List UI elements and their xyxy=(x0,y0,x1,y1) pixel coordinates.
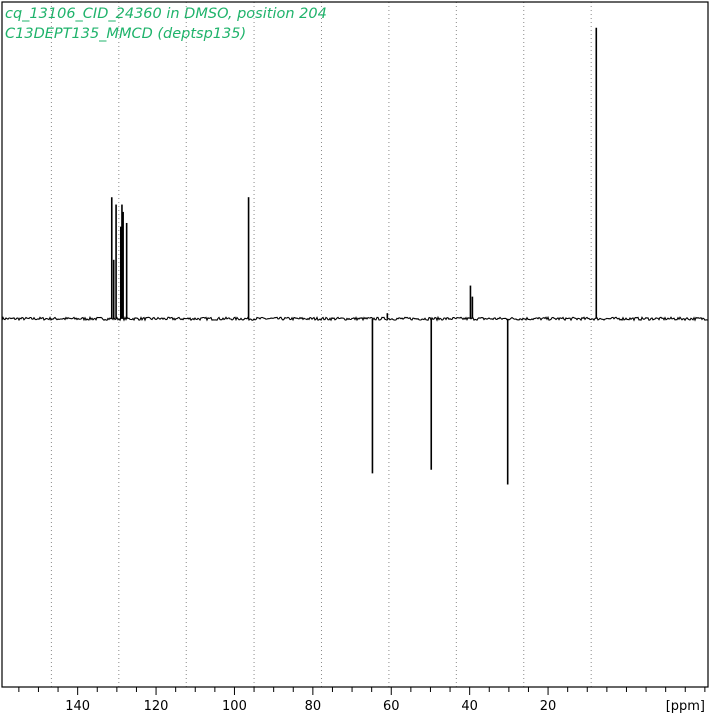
spectrum-title: cq_13106_CID_24360 in DMSO, position 204 xyxy=(5,6,327,22)
gridlines xyxy=(50,2,592,687)
x-tick-label: 100 xyxy=(222,699,247,714)
x-tick-label: 60 xyxy=(383,699,400,714)
x-tick-label: 20 xyxy=(540,699,557,714)
ppm-axis: 140 120 100 80 60 40 20 [ppm] xyxy=(18,687,706,714)
x-tick-label: 140 xyxy=(65,699,90,714)
x-tick-label: 80 xyxy=(305,699,322,714)
spectrum-trace xyxy=(1,27,709,485)
baseline-noise xyxy=(1,315,709,322)
x-tick-label: 40 xyxy=(461,699,478,714)
x-axis-unit-label: [ppm] xyxy=(666,699,705,714)
plot-frame xyxy=(1,1,709,688)
x-tick-label: 120 xyxy=(144,699,169,714)
